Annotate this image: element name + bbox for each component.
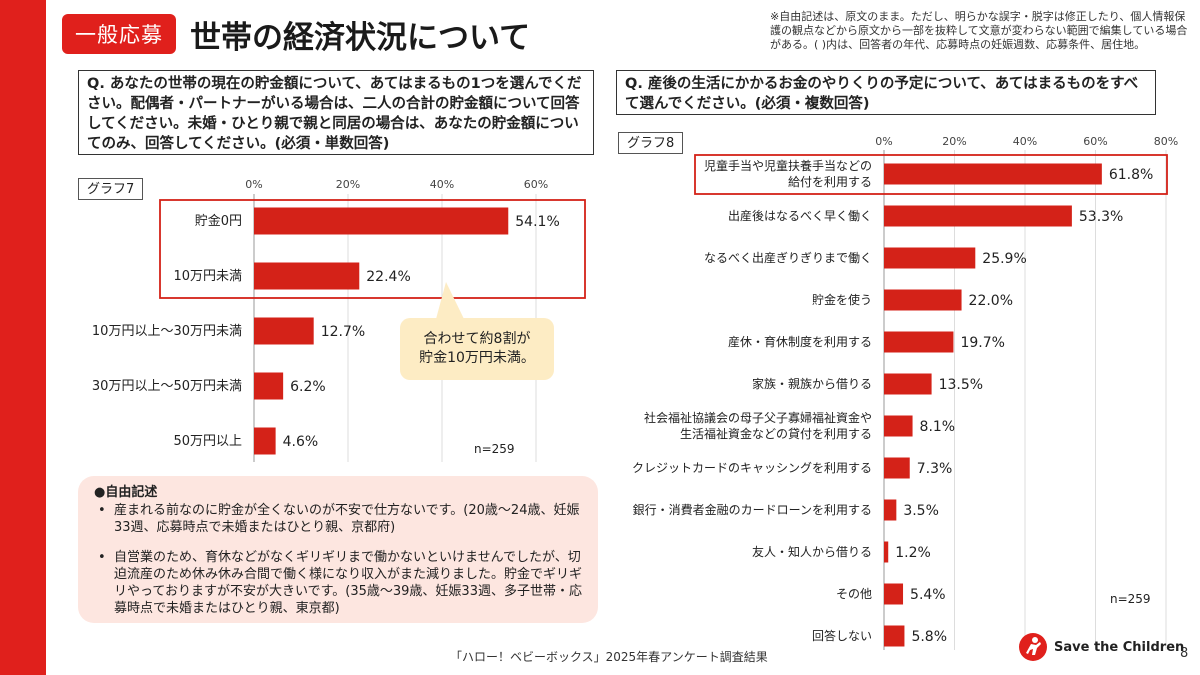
plan-value-label: 25.9% [982, 251, 1026, 267]
savings-value-label: 6.2% [290, 379, 326, 395]
plan-category-label: 生活福祉資金などの貸付を利用する [680, 426, 872, 441]
savings-chart: 0% 20% 40% 60% 54.1% 貯金0円 22.4% 10万円未満 12.7% 10万円… [92, 178, 586, 462]
plan-category-label: 銀行・消費者金融のカードローンを利用する [633, 502, 872, 517]
plan-bar [884, 583, 904, 605]
plan-category-label: クレジットカードのキャッシングを利用する [632, 461, 872, 475]
plan-category-label: その他 [836, 587, 872, 601]
plan-category-label: 産休・育休制度を利用する [728, 334, 872, 349]
savings-tick-label: 0% [245, 178, 262, 191]
left-question-box: Q. あなたの世帯の現在の貯金額について、あてはまるもの1つを選んでください。配… [78, 70, 594, 155]
callout-line1: 合わせて約8割が [423, 331, 531, 347]
plan-bar [884, 205, 1072, 227]
plan-category-label: 出産後はなるべく早く働く [728, 208, 872, 223]
plan-category-label: 貯金を使う [812, 292, 872, 307]
savings-bar [254, 317, 314, 345]
plan-bar [884, 289, 962, 311]
logo-text: Save the Children [1054, 639, 1185, 655]
plan-bar [884, 457, 910, 479]
savings-tick-label: 40% [430, 178, 454, 191]
free-comment-box: ●自由記述 産まれる前なのに貯金が全くないのが不安で仕方ないです。(20歳～24… [78, 476, 598, 623]
plan-value-label: 1.2% [895, 545, 931, 561]
plan-value-label: 53.3% [1079, 209, 1123, 225]
graph8-label: グラフ8 [618, 132, 684, 154]
savings-bar [254, 262, 360, 290]
plan-value-label: 19.7% [960, 335, 1004, 351]
comment-item: 産まれる前なのに貯金が全くないのが不安で仕方ないです。(20歳～24歳、妊娠33… [94, 502, 584, 536]
savings-category-label: 貯金0円 [195, 213, 242, 229]
callout-box: 合わせて約8割が 貯金10万円未満。 [400, 318, 554, 380]
plan-tick-label: 60% [1083, 135, 1107, 148]
plan-bar [884, 373, 932, 395]
comment-list: 産まれる前なのに貯金が全くないのが不安で仕方ないです。(20歳～24歳、妊娠33… [94, 502, 584, 617]
savings-bar [254, 207, 509, 235]
savings-category-label: 30万円以上～50万円未満 [92, 379, 242, 394]
comment-item: 自営業のため、育休などがなくギリギリまで働かないといけませんでしたが、切迫流産の… [94, 549, 584, 617]
save-the-children-logo-icon [1019, 633, 1047, 661]
comment-title: ●自由記述 [94, 485, 158, 500]
category-badge: 一般応募 [62, 14, 176, 54]
plan-bar [884, 541, 889, 563]
plan-bar [884, 247, 976, 269]
plan-tick-label: 40% [1013, 135, 1037, 148]
plan-category-label: なるべく出産ぎりぎりまで働く [704, 250, 872, 265]
graph7-label: グラフ7 [78, 178, 144, 200]
plan-value-label: 5.4% [910, 587, 946, 603]
plan-value-label: 13.5% [939, 377, 983, 393]
plan-tick-label: 0% [875, 135, 892, 148]
save-the-children-logo: Save the Children [1018, 632, 1184, 662]
plan-value-label: 7.3% [917, 461, 953, 477]
plan-bar [884, 163, 1102, 185]
plan-value-label: 22.0% [969, 293, 1013, 309]
plan-value-label: 5.8% [911, 629, 947, 645]
page-title: 世帯の経済状況について [190, 20, 531, 56]
plan-category-label: 家族・親族から借りる [752, 376, 872, 391]
plan-highlight-frame [694, 154, 1168, 195]
savings-value-label: 4.6% [283, 434, 319, 450]
plan-bar [884, 625, 905, 647]
savings-highlight-frame [159, 199, 586, 299]
savings-bar [254, 372, 284, 400]
savings-value-label: 54.1% [515, 214, 559, 230]
savings-bar [254, 427, 276, 455]
plan-bar [884, 499, 897, 521]
accent-side-bar [0, 0, 46, 675]
savings-category-label: 10万円以上～30万円未満 [92, 324, 242, 339]
plan-n-label: n=259 [1110, 592, 1151, 606]
plan-category-label: 児童手当や児童扶養手当などの [704, 158, 872, 173]
plan-category-label: 給付を利用する [788, 175, 872, 189]
savings-n-label: n=259 [474, 442, 515, 456]
plan-tick-label: 20% [942, 135, 966, 148]
plan-tick-label: 80% [1154, 135, 1178, 148]
plan-value-label: 8.1% [920, 419, 956, 435]
plan-bar [884, 331, 954, 353]
savings-tick-label: 20% [336, 178, 360, 191]
plan-value-label: 61.8% [1109, 167, 1153, 183]
savings-tick-label: 60% [524, 178, 548, 191]
callout-line2: 貯金10万円未満。 [419, 350, 535, 366]
page-number: 8 [1180, 646, 1189, 661]
plan-category-label: 回答しない [812, 628, 872, 643]
note-text: ※自由記述は、原文のまま。ただし、明らかな誤字・脱字は修正したり、個人情報保護の… [770, 10, 1188, 51]
footer-source: 「ハロー！ベビーボックス」2025年春アンケート調査結果 [450, 650, 768, 664]
right-question-box: Q. 産後の生活にかかるお金のやりくりの予定について、あてはまるものをすべて選ん… [616, 70, 1156, 115]
callout-tail [436, 282, 464, 319]
savings-category-label: 10万円未満 [173, 269, 242, 284]
savings-category-label: 50万円以上 [173, 434, 242, 449]
plan-category-label: 社会福祉協議会の母子父子寡婦福祉資金や [644, 410, 872, 425]
plan-value-label: 3.5% [903, 503, 939, 519]
plan-bar [884, 415, 913, 437]
savings-value-label: 12.7% [321, 324, 365, 340]
savings-value-label: 22.4% [366, 269, 410, 285]
plan-category-label: 友人・知人から借りる [752, 545, 872, 559]
